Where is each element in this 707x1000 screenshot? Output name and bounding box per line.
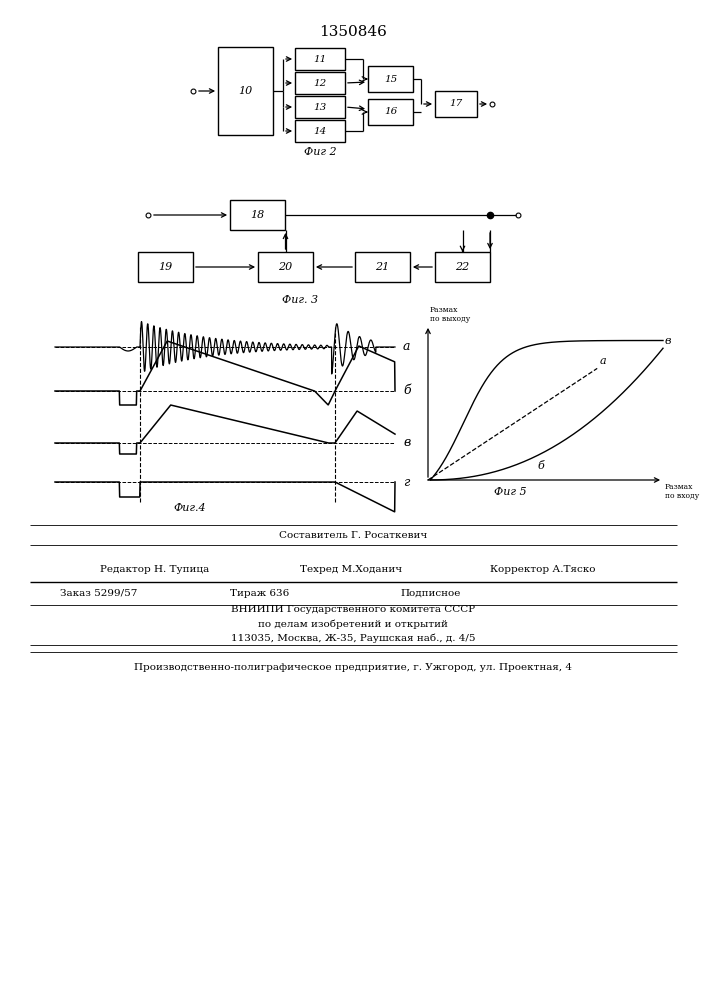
Text: 16: 16 [384,107,397,116]
Text: б: б [537,461,544,471]
Text: 1350846: 1350846 [319,25,387,39]
Text: б: б [403,384,411,397]
Bar [435,91,477,117]
Text: г: г [403,476,409,488]
Text: Подписное: Подписное [400,588,460,597]
Text: Заказ 5299/57: Заказ 5299/57 [60,588,137,597]
Bar [368,99,413,125]
Text: Фиг 2: Фиг 2 [304,147,337,157]
Text: Тираж 636: Тираж 636 [230,588,289,597]
Text: 12: 12 [313,79,327,88]
Text: по делам изобретений и открытий: по делам изобретений и открытий [258,619,448,629]
Text: 15: 15 [384,75,397,84]
Text: Корректор А.Тяско: Корректор А.Тяско [490,566,595,574]
Text: 18: 18 [250,210,264,220]
Text: 11: 11 [313,54,327,64]
Text: в: в [665,336,672,346]
Bar [218,47,273,135]
Bar [230,200,285,230]
Text: 21: 21 [375,262,390,272]
Text: а: а [600,356,606,366]
Text: 22: 22 [455,262,469,272]
Bar [368,66,413,92]
Text: Составитель Г. Росаткевич: Составитель Г. Росаткевич [279,530,427,540]
Text: Размах
по выходу: Размах по выходу [430,306,470,323]
Text: Фиг.4: Фиг.4 [174,503,206,513]
Text: 14: 14 [313,126,327,135]
Text: а: а [403,340,411,354]
Text: 13: 13 [313,103,327,111]
Text: Производственно-полиграфическое предприятие, г. Ужгород, ул. Проектная, 4: Производственно-полиграфическое предприя… [134,662,572,672]
Text: 19: 19 [158,262,173,272]
Text: в: в [403,436,410,450]
Text: 20: 20 [279,262,293,272]
Text: Редактор Н. Тупица: Редактор Н. Тупица [100,566,209,574]
Text: Фиг 5: Фиг 5 [493,487,526,497]
Text: Фиг. 3: Фиг. 3 [282,295,318,305]
Text: ВНИИПИ Государственного комитета СССР: ВНИИПИ Государственного комитета СССР [231,605,475,614]
Bar [295,48,345,70]
Text: 17: 17 [450,100,462,108]
Text: Техред М.Ходанич: Техред М.Ходанич [300,566,402,574]
Bar [138,252,193,282]
Bar [295,120,345,142]
Bar [355,252,410,282]
Bar [435,252,490,282]
Bar [258,252,313,282]
Text: 113035, Москва, Ж-35, Раушская наб., д. 4/5: 113035, Москва, Ж-35, Раушская наб., д. … [230,633,475,643]
Bar [295,96,345,118]
Text: Размах
по входу: Размах по входу [665,483,699,500]
Bar [295,72,345,94]
Text: 10: 10 [238,86,252,96]
